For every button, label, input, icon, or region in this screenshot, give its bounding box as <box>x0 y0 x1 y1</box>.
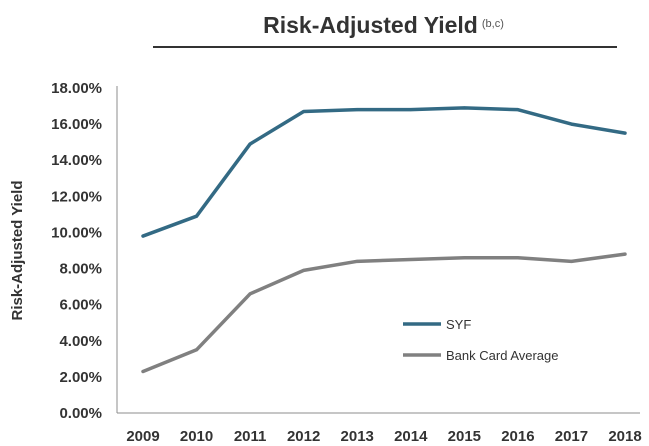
series-line-1 <box>141 252 627 374</box>
y-tick-label: 12.00% <box>51 188 102 205</box>
data-point <box>409 108 413 112</box>
data-point <box>516 256 520 260</box>
data-point <box>302 109 306 113</box>
data-point <box>141 369 145 373</box>
data-point <box>462 256 466 260</box>
data-point <box>462 106 466 110</box>
title-underline <box>153 46 617 48</box>
y-tick-label: 6.00% <box>59 297 102 314</box>
y-tick-label: 0.00% <box>59 405 102 422</box>
data-point <box>516 108 520 112</box>
y-tick-label: 10.00% <box>51 224 102 241</box>
data-point <box>623 131 627 135</box>
x-tick-label: 2017 <box>555 428 588 445</box>
x-tick-label: 2010 <box>180 428 213 445</box>
x-tick-label: 2016 <box>501 428 534 445</box>
y-tick-label: 16.00% <box>51 116 102 133</box>
data-point <box>355 108 359 112</box>
x-tick-label: 2011 <box>234 428 267 445</box>
data-point <box>195 348 199 352</box>
y-tick-label: 2.00% <box>59 369 102 386</box>
legend-label: SYF <box>446 317 471 332</box>
data-point <box>355 259 359 263</box>
x-tick-label: 2012 <box>287 428 320 445</box>
data-point <box>623 252 627 256</box>
y-tick-label: 18.00% <box>51 80 102 97</box>
x-tick-label: 2018 <box>608 428 641 445</box>
data-point <box>569 259 573 263</box>
data-point <box>195 214 199 218</box>
data-point <box>409 258 413 262</box>
x-tick-label: 2013 <box>341 428 374 445</box>
data-point <box>302 268 306 272</box>
series-line-0 <box>141 106 627 238</box>
chart-title-wrap: Risk-Adjusted Yield (b,c) <box>0 12 649 39</box>
chart-title-superscript: (b,c) <box>481 17 504 30</box>
x-tick-label: 2014 <box>394 428 428 445</box>
x-tick-label: 2015 <box>448 428 481 445</box>
data-point <box>141 234 145 238</box>
data-point <box>248 142 252 146</box>
data-point <box>569 122 573 126</box>
y-tick-label: 8.00% <box>59 261 102 278</box>
legend-label: Bank Card Average <box>446 348 559 363</box>
y-tick-label: 4.00% <box>59 333 102 350</box>
chart-title: Risk-Adjusted Yield <box>263 12 478 38</box>
y-tick-label: 14.00% <box>51 152 102 169</box>
x-tick-label: 2009 <box>126 428 159 445</box>
data-point <box>248 292 252 296</box>
y-axis-label: Risk-Adjusted Yield <box>9 180 26 320</box>
